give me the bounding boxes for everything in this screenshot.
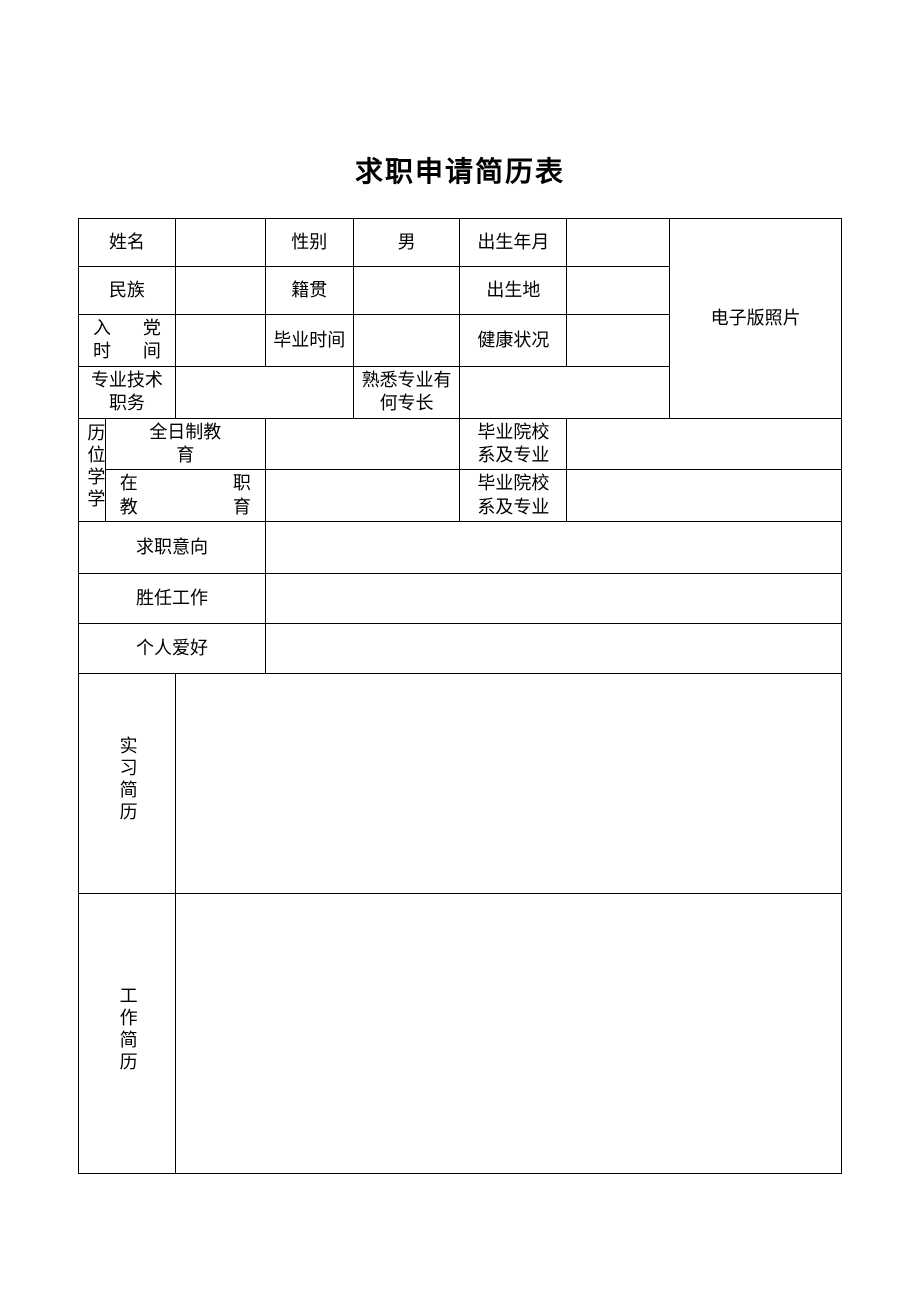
label-internship: 实习简历	[79, 674, 176, 894]
label-grad-date: 毕业时间	[265, 315, 353, 367]
value-expertise	[460, 366, 670, 418]
value-fulltime-school	[567, 418, 842, 470]
value-tech-title	[175, 366, 353, 418]
value-hobby	[265, 624, 841, 674]
value-gender: 男	[353, 219, 460, 267]
value-parttime-school	[567, 470, 842, 522]
label-native-place: 籍贯	[265, 267, 353, 315]
label-education-degree: 历位学学	[79, 418, 106, 522]
label-hobby: 个人爱好	[79, 624, 266, 674]
document-title: 求职申请简历表	[78, 150, 842, 190]
value-competent-work	[265, 574, 841, 624]
resume-table: 姓名 性别 男 出生年月 电子版照片 民族 籍贯 出生地 入 党 时 间 毕业时…	[78, 218, 842, 1174]
value-party-date	[175, 315, 265, 367]
label-grad-school-2: 毕业院校 系及专业	[460, 470, 567, 522]
value-fulltime-edu	[265, 418, 460, 470]
value-birth-place	[567, 267, 670, 315]
value-ethnicity	[175, 267, 265, 315]
value-health	[567, 315, 670, 367]
label-birth-place: 出生地	[460, 267, 567, 315]
value-native-place	[353, 267, 460, 315]
value-internship	[175, 674, 841, 894]
label-fulltime-edu: 全日制教 育	[105, 418, 265, 470]
label-name: 姓名	[79, 219, 176, 267]
label-tech-title: 专业技术 职务	[79, 366, 176, 418]
value-birth-date	[567, 219, 670, 267]
label-ethnicity: 民族	[79, 267, 176, 315]
label-gender: 性别	[265, 219, 353, 267]
label-health: 健康状况	[460, 315, 567, 367]
value-work-history	[175, 894, 841, 1174]
value-name	[175, 219, 265, 267]
label-parttime-edu: 在 职 教 育	[105, 470, 265, 522]
label-expertise: 熟悉专业有 何专长	[353, 366, 460, 418]
value-grad-date	[353, 315, 460, 367]
label-party-date: 入 党 时 间	[79, 315, 176, 367]
value-job-intention	[265, 522, 841, 574]
photo-cell: 电子版照片	[670, 219, 842, 419]
label-job-intention: 求职意向	[79, 522, 266, 574]
label-competent-work: 胜任工作	[79, 574, 266, 624]
label-work-history: 工作简历	[79, 894, 176, 1174]
value-parttime-edu	[265, 470, 460, 522]
label-birth-date: 出生年月	[460, 219, 567, 267]
label-grad-school-1: 毕业院校 系及专业	[460, 418, 567, 470]
